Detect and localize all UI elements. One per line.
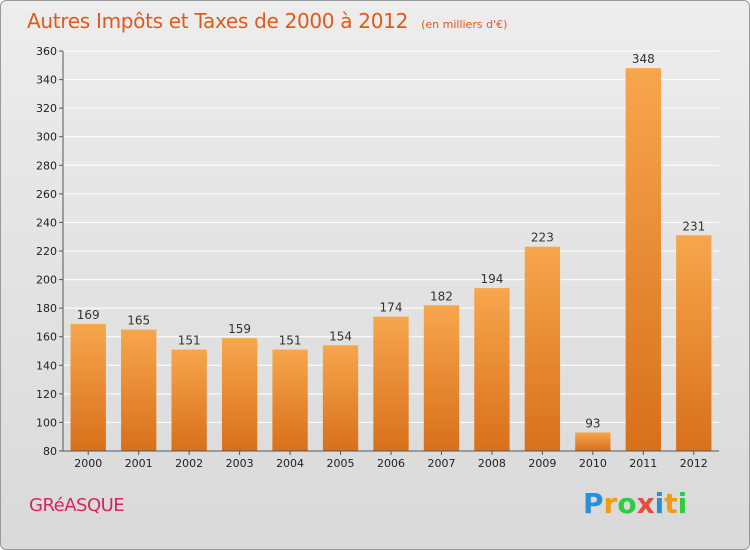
bar-value-label: 154: [329, 329, 352, 343]
bar-value-label: 159: [228, 322, 251, 336]
bar: [272, 349, 308, 451]
bar-value-label: 165: [127, 314, 150, 328]
x-tick-label: 2005: [327, 457, 355, 470]
brand-letter: P: [583, 487, 604, 520]
bar: [575, 432, 611, 451]
axes: 80 100 120 140 160 180 200 220 240 260 280 300 320 34…: [36, 45, 719, 470]
bar: [474, 288, 510, 451]
x-tick-label: 2006: [377, 457, 405, 470]
bars: 169 165 151 159 151 154 174 182 194 223 93 348 231: [70, 52, 712, 452]
y-tick-label: 320: [36, 102, 57, 115]
x-tick-label: 2000: [74, 457, 102, 470]
bar: [524, 246, 561, 451]
bar-value-label: 151: [178, 334, 201, 348]
bar: [322, 345, 359, 451]
y-tick-label: 280: [36, 159, 57, 172]
y-tick-label: 240: [36, 216, 57, 229]
x-tick-label: 2009: [528, 457, 556, 470]
bar-value-label: 169: [77, 308, 100, 322]
x-tick-label: 2008: [478, 457, 506, 470]
bar: [373, 316, 409, 451]
bar-value-label: 151: [279, 334, 302, 348]
y-tick-label: 180: [36, 302, 57, 315]
y-tick-label: 260: [36, 188, 57, 201]
brand-letter: x: [636, 487, 655, 520]
brand-logo: Proxiti: [583, 487, 687, 520]
bar-value-label: 223: [531, 231, 554, 245]
brand-letter: t: [664, 487, 678, 520]
bar: [676, 235, 712, 451]
bar: [625, 68, 661, 452]
x-tick-label: 2003: [226, 457, 254, 470]
x-tick-label: 2004: [276, 457, 304, 470]
bar-value-label: 182: [430, 289, 453, 303]
y-tick-label: 100: [36, 416, 57, 429]
y-tick-label: 220: [36, 245, 57, 258]
y-tick-label: 160: [36, 331, 57, 344]
chart-title: Autres Impôts et Taxes de 2000 à 2012: [27, 9, 408, 33]
brand-letter: o: [617, 487, 637, 520]
y-tick-label: 140: [36, 359, 57, 372]
x-tick-label: 2001: [125, 457, 153, 470]
x-tick-label: 2012: [680, 457, 708, 470]
chart-subtitle: (en milliers d'€): [421, 18, 508, 31]
bar-value-label: 194: [480, 272, 503, 286]
bar: [171, 349, 207, 451]
title-line: Autres Impôts et Taxes de 2000 à 2012 (e…: [27, 9, 507, 33]
x-tick-label: 2010: [579, 457, 607, 470]
y-tick-label: 360: [36, 45, 57, 58]
bar: [70, 323, 106, 451]
y-tick-label: 200: [36, 274, 57, 287]
brand-letter: i: [677, 487, 688, 520]
commune-name: GRéASQUE: [29, 495, 125, 516]
x-tick-label: 2007: [427, 457, 455, 470]
y-tick-label: 120: [36, 388, 57, 401]
bar-value-label: 174: [380, 301, 403, 315]
bar: [221, 338, 258, 451]
bar: [121, 329, 157, 451]
bar: [423, 305, 460, 451]
brand-letter: i: [654, 487, 665, 520]
brand-letter: r: [603, 487, 618, 520]
y-tick-label: 340: [36, 74, 57, 87]
x-tick-label: 2011: [629, 457, 657, 470]
bar-value-label: 348: [632, 52, 655, 66]
bar-value-label: 93: [585, 416, 600, 430]
y-tick-label: 80: [43, 445, 57, 458]
bar-value-label: 231: [682, 219, 705, 233]
x-tick-label: 2002: [175, 457, 203, 470]
y-tick-label: 300: [36, 131, 57, 144]
